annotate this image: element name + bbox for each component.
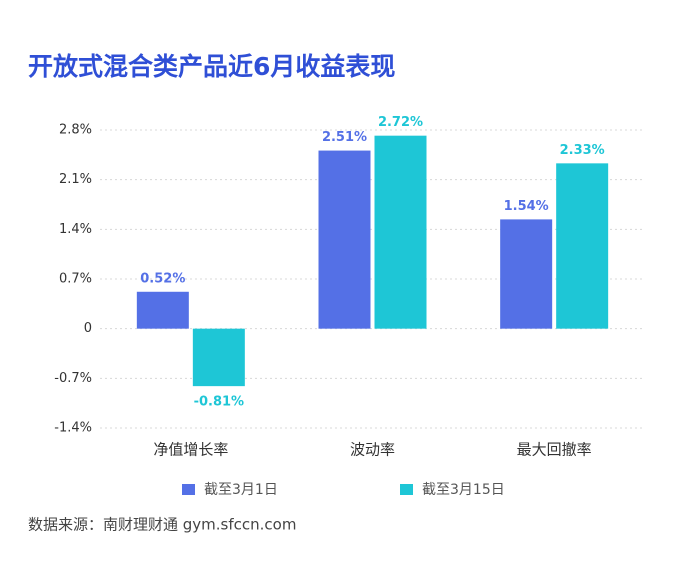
legend-label: 截至3月1日 xyxy=(204,482,278,498)
value-label: 2.72% xyxy=(378,115,423,130)
y-tick-label: 2.8% xyxy=(59,123,92,138)
bar xyxy=(136,291,189,329)
source: 数据来源：南财理财通 gym.sfccn.com xyxy=(28,516,296,534)
x-tick-label: 波动率 xyxy=(350,441,395,459)
y-tick-label: 0 xyxy=(84,321,92,336)
bar xyxy=(318,150,371,329)
value-label: -0.81% xyxy=(194,395,245,410)
y-tick-label: -1.4% xyxy=(54,421,92,436)
x-tick-label: 最大回撤率 xyxy=(517,441,592,459)
y-tick-label: 0.7% xyxy=(59,272,92,287)
value-label: 2.51% xyxy=(322,130,367,145)
y-tick-label: -0.7% xyxy=(54,371,92,386)
value-label: 1.54% xyxy=(504,199,549,214)
bar xyxy=(556,163,609,329)
value-label: 0.52% xyxy=(140,271,185,286)
legend-label: 截至3月15日 xyxy=(422,482,505,498)
legend-swatch xyxy=(182,484,195,495)
legend-swatch xyxy=(400,484,413,495)
bar xyxy=(500,219,553,329)
chart-title: 开放式混合类产品近6月收益表现 xyxy=(28,52,395,81)
x-tick-label: 净值增长率 xyxy=(153,441,228,459)
bar xyxy=(374,135,427,329)
y-tick-label: 2.1% xyxy=(59,172,92,187)
bar xyxy=(192,328,245,387)
y-tick-label: 1.4% xyxy=(59,222,92,237)
value-label: 2.33% xyxy=(560,143,605,158)
